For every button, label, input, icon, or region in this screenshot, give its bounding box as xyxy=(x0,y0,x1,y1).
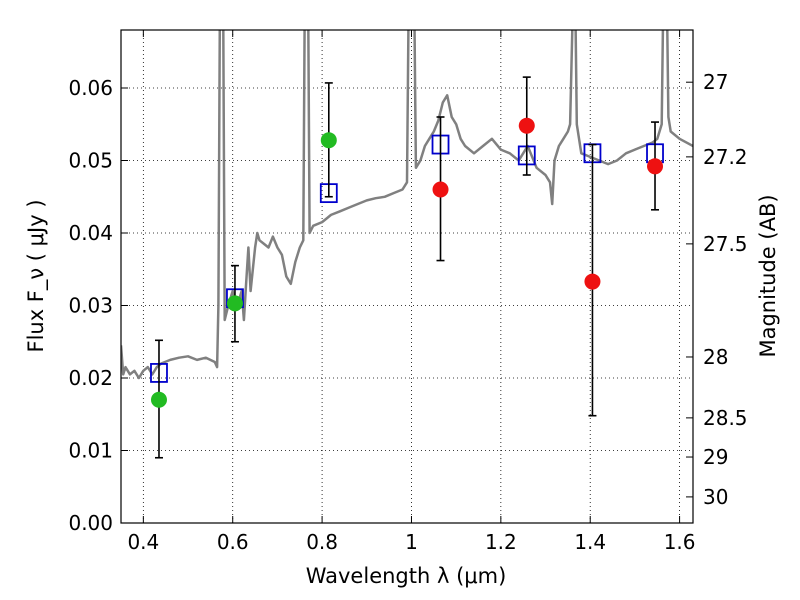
photometry-point xyxy=(518,117,535,134)
right-tick-label: 27 xyxy=(703,70,728,94)
y-tick-label: 0.04 xyxy=(68,221,113,245)
y-tick-label: 0.03 xyxy=(68,294,113,318)
template-spectrum-line xyxy=(121,30,693,380)
y-tick-label: 0.02 xyxy=(68,366,113,390)
right-tick-label: 30 xyxy=(703,485,728,509)
photometry-point xyxy=(647,158,664,175)
y-tick-label: 0.06 xyxy=(68,76,113,100)
photometry-point xyxy=(150,391,167,408)
axis-ticks: 0.4 0.6 0.8 1 1.2 1.4 1.6 0.00 0.01 0.02 0.03 0.04 0… xyxy=(68,30,748,554)
y-axis-right-label: Magnitude (AB) xyxy=(756,194,780,357)
right-tick-label: 27.2 xyxy=(703,145,748,169)
photometry-point xyxy=(432,181,449,198)
right-tick-label: 28 xyxy=(703,345,728,369)
y-tick-label: 0.01 xyxy=(68,439,113,463)
error-bars xyxy=(150,76,664,459)
photometry-point xyxy=(226,295,243,312)
x-tick-label: 0.6 xyxy=(217,530,249,554)
x-tick-label: 1.6 xyxy=(664,530,696,554)
photometry-point xyxy=(320,132,337,149)
right-tick-label: 27.5 xyxy=(703,232,748,256)
x-tick-label: 1.2 xyxy=(485,530,517,554)
y-tick-label: 0.00 xyxy=(68,511,113,535)
right-tick-label: 28.5 xyxy=(703,406,748,430)
photometry-point xyxy=(584,273,601,290)
y-tick-label: 0.05 xyxy=(68,149,113,173)
x-axis-label: Wavelength λ (μm) xyxy=(306,564,507,588)
plot-frame xyxy=(120,29,694,524)
x-tick-label: 0.4 xyxy=(127,530,159,554)
y-axis-label: Flux F_ν ( μJy ) xyxy=(24,199,49,352)
plot-data xyxy=(121,30,693,380)
x-tick-label: 1.4 xyxy=(574,530,606,554)
x-tick-label: 0.8 xyxy=(306,530,338,554)
right-tick-label: 29 xyxy=(703,445,728,469)
x-tick-label: 1 xyxy=(405,530,418,554)
